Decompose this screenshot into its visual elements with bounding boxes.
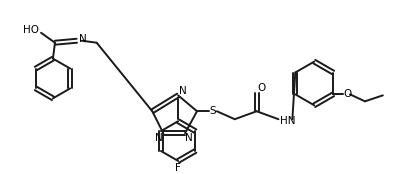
Text: F: F — [175, 163, 181, 173]
Text: HO: HO — [23, 25, 39, 35]
Text: O: O — [257, 83, 266, 93]
Text: S: S — [209, 106, 216, 116]
Text: N: N — [155, 133, 163, 143]
Text: O: O — [343, 89, 351, 99]
Text: N: N — [79, 34, 87, 44]
Text: N: N — [179, 86, 187, 96]
Text: N: N — [185, 133, 193, 143]
Text: HN: HN — [280, 116, 295, 126]
